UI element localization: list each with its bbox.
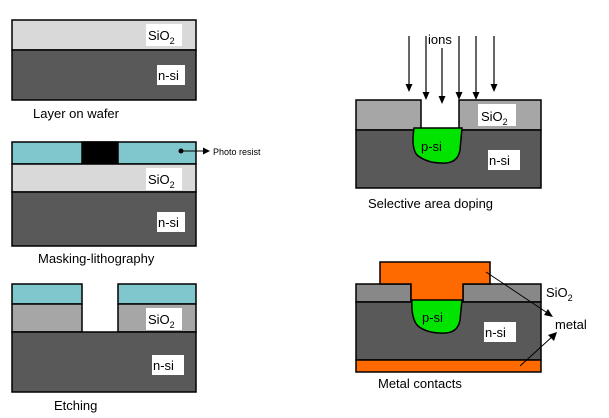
p-doped-region [412, 127, 463, 164]
substrate-label-box [157, 65, 185, 85]
oxide-layer-left [355, 99, 422, 131]
substrate-label: n-si [485, 325, 506, 340]
panel-doping: ions p-si SiO2 n-si Selective area dopin… [355, 32, 542, 211]
ions-label: ions [428, 32, 452, 47]
photoresist-layer-left [11, 283, 83, 305]
p-region-label: p-si [422, 310, 443, 325]
panel-caption: Masking-lithography [38, 251, 155, 266]
resist-pointer-arrowhead [203, 147, 210, 155]
panel-caption: Selective area doping [368, 196, 493, 211]
oxide-label-box [478, 104, 516, 126]
photo-resist-label: Photo resist [213, 147, 261, 157]
p-doped-region [411, 299, 463, 334]
bottom-metal-contact [355, 359, 542, 373]
oxide-layer-left [355, 283, 412, 303]
metal-pointer-top-head [544, 309, 553, 317]
panel-layer-on-wafer: SiO2 n-si Layer on wafer [11, 19, 197, 121]
substrate-label-box [152, 355, 184, 375]
oxide-layer-left [11, 303, 83, 333]
oxide-label-box [146, 308, 182, 330]
panel-caption: Metal contacts [378, 376, 462, 391]
mask-block [81, 141, 119, 165]
panel-etching: SiO2 n-si Etching [11, 283, 197, 413]
ion-arrowhead [405, 84, 413, 92]
ion-arrows [405, 36, 498, 104]
panel-masking: SiO2 n-si Photo resist Masking-lithograp… [11, 141, 261, 266]
oxide-layer-right [462, 283, 542, 303]
oxide-label: SiO2 [546, 285, 573, 303]
photoresist-layer-right [117, 283, 197, 305]
oxide-label: SiO2 [148, 312, 175, 330]
metal-pointer-top [485, 271, 550, 315]
metal-pointer-bottom-head [548, 332, 557, 341]
ion-arrowhead [422, 92, 430, 100]
p-region-label: p-si [421, 139, 442, 154]
ion-arrowhead [438, 96, 446, 104]
oxide-label: SiO2 [148, 28, 175, 46]
substrate-label-box [157, 212, 185, 232]
ion-arrowhead [472, 92, 480, 100]
panel-caption: Etching [54, 398, 97, 413]
oxide-label: SiO2 [148, 172, 175, 190]
substrate-label: n-si [158, 68, 179, 83]
panel-metal-contacts: p-si n-si SiO2 metal Metal contacts [355, 261, 587, 391]
substrate-label-box [488, 150, 520, 170]
substrate-label: n-si [153, 358, 174, 373]
ion-arrowhead [490, 84, 498, 92]
substrate-label-box [484, 322, 516, 342]
resist-pointer-dot [178, 148, 184, 154]
substrate-label: n-si [158, 215, 179, 230]
metal-label: metal [555, 317, 587, 332]
top-metal-contact [379, 261, 491, 303]
ion-arrowhead [455, 92, 463, 100]
panel-caption: Layer on wafer [33, 106, 120, 121]
substrate-label: n-si [489, 153, 510, 168]
oxide-label: SiO2 [481, 109, 508, 127]
oxide-label-box [146, 24, 182, 46]
metal-pointer-bottom [519, 335, 554, 367]
oxide-label-box [146, 168, 182, 190]
